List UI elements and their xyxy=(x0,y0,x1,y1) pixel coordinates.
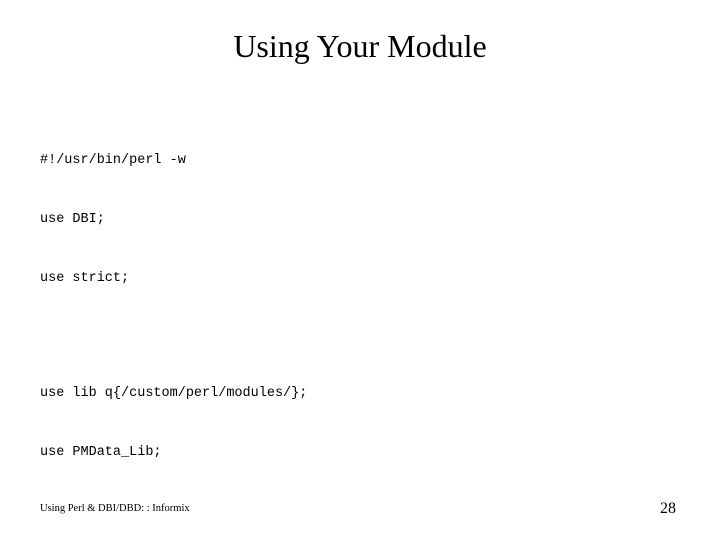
footer-left: Using Perl & DBI/DBD: : Informix xyxy=(40,503,190,514)
code-line: #!/usr/bin/perl -w xyxy=(40,151,680,171)
code-line: use PMData_Lib; xyxy=(40,443,680,463)
code-line: use lib q{/custom/perl/modules/}; xyxy=(40,384,680,404)
page-title: Using Your Module xyxy=(0,28,720,65)
code-line: use strict; xyxy=(40,269,680,289)
slide: Using Your Module #!/usr/bin/perl -w use… xyxy=(0,0,720,540)
spacer xyxy=(40,327,680,345)
page-number: 28 xyxy=(660,500,676,518)
code-body: #!/usr/bin/perl -w use DBI; use strict; … xyxy=(40,112,680,540)
code-line: use DBI; xyxy=(40,210,680,230)
